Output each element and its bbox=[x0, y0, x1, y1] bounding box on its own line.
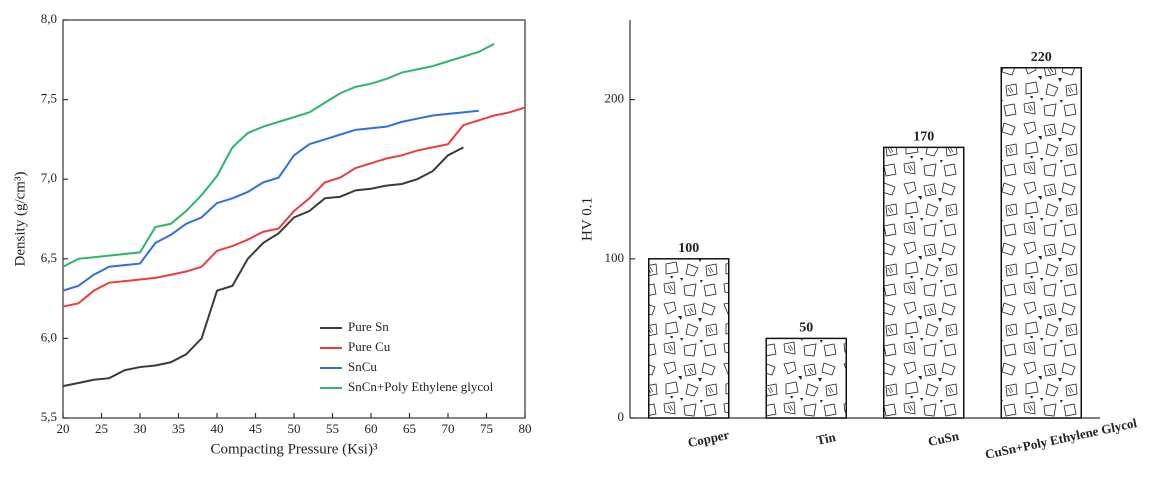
data-line bbox=[62, 42, 495, 268]
value-label: 170 bbox=[913, 130, 934, 145]
x-tick-label: CuSn bbox=[927, 428, 961, 449]
bar bbox=[1000, 67, 1082, 419]
bar bbox=[765, 337, 847, 419]
y-tick-label: 7,5 bbox=[41, 91, 57, 106]
y-tick-label: 8,0 bbox=[41, 11, 57, 26]
x-tick-label: 80 bbox=[519, 421, 532, 436]
x-tick-label: 35 bbox=[172, 421, 185, 436]
x-tick-label: 20 bbox=[57, 421, 70, 436]
x-tick-label: 70 bbox=[442, 421, 455, 436]
x-tick-label: 60 bbox=[365, 421, 378, 436]
x-tick-label: 40 bbox=[211, 421, 224, 436]
y-tick-label: 6,5 bbox=[41, 250, 57, 265]
legend-label: SnCu bbox=[348, 359, 377, 374]
x-tick-label: 45 bbox=[249, 421, 262, 436]
legend-label: SnCn+Poly Ethylene glycol bbox=[348, 379, 494, 394]
bar bbox=[648, 258, 730, 419]
x-axis-label: Compacting Pressure (Ksi)³ bbox=[211, 441, 378, 457]
x-tick-label: Copper bbox=[686, 427, 730, 450]
plot-frame bbox=[62, 19, 526, 419]
data-line bbox=[62, 106, 526, 308]
y-axis-label: Density (g/cm³) bbox=[12, 172, 28, 267]
legend-label: Pure Cu bbox=[348, 339, 391, 354]
y-tick-label: 7,0 bbox=[41, 170, 57, 185]
x-tick-label: 75 bbox=[480, 421, 493, 436]
x-tick-label: CuSn+Poly Ethylene Glycol bbox=[984, 415, 1139, 462]
data-line bbox=[62, 109, 479, 292]
x-tick-label: 30 bbox=[134, 421, 147, 436]
legend-label: Pure Sn bbox=[348, 319, 389, 334]
y-tick-label: 6,0 bbox=[41, 329, 57, 344]
value-label: 50 bbox=[799, 321, 813, 336]
bar bbox=[883, 146, 965, 419]
y-tick-label: 100 bbox=[605, 250, 625, 265]
y-axis-label: HV 0.1 bbox=[579, 197, 595, 241]
y-tick-label: 5,5 bbox=[41, 409, 57, 424]
x-tick-label: 65 bbox=[403, 421, 416, 436]
x-tick-label: 55 bbox=[326, 421, 339, 436]
x-tick-label: 50 bbox=[288, 421, 301, 436]
x-tick-label: 25 bbox=[95, 421, 108, 436]
value-label: 100 bbox=[678, 241, 699, 256]
x-tick-label: Tin bbox=[815, 429, 838, 448]
value-label: 220 bbox=[1031, 50, 1052, 65]
y-tick-label: 0 bbox=[618, 409, 625, 424]
data-line bbox=[62, 146, 464, 388]
y-tick-label: 200 bbox=[605, 91, 625, 106]
